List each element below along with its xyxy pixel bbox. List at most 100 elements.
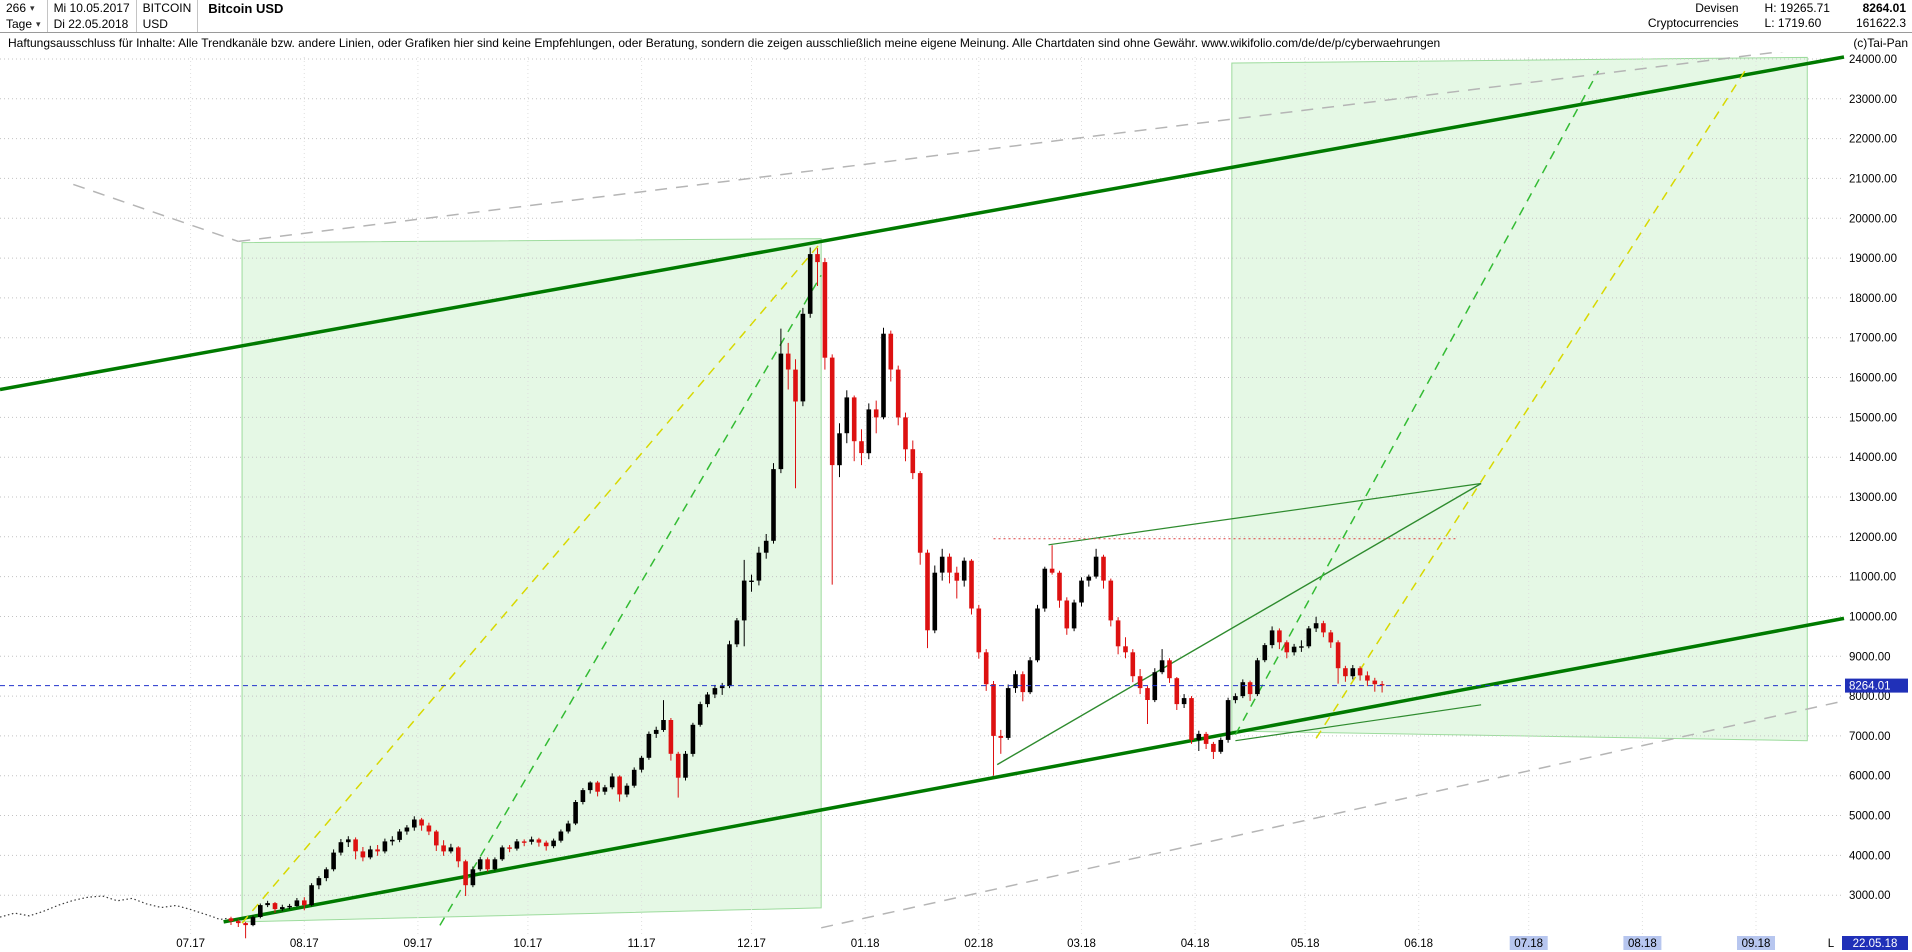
fan-line-yellow-1 xyxy=(241,241,822,924)
candle-body xyxy=(477,859,483,870)
bars-count-dropdown[interactable]: 266 ▾ xyxy=(0,0,47,16)
candle-body xyxy=(1343,668,1348,677)
x-axis-tick-label: 01.18 xyxy=(851,938,880,950)
pre-candle-dotted-line xyxy=(0,895,228,921)
category-line1: Devisen xyxy=(1695,1,1739,15)
candle-body xyxy=(390,839,395,842)
candle-body xyxy=(412,819,417,828)
candle-body xyxy=(1027,660,1033,693)
gray-dashed-upper xyxy=(238,52,1784,243)
candle-body xyxy=(1137,676,1143,689)
y-axis-tick-label: 22000.00 xyxy=(1849,134,1897,146)
candle-body xyxy=(346,839,351,843)
candle-body xyxy=(1189,698,1194,740)
candle-body xyxy=(1130,652,1136,677)
x-axis-tick-label: 07.18 xyxy=(1514,938,1543,950)
trend-lines xyxy=(0,52,1845,929)
candle-body xyxy=(727,644,732,687)
candle-body xyxy=(565,823,571,832)
bars-count-value: 266 xyxy=(6,1,27,15)
candle-body xyxy=(1211,743,1216,752)
period-dropdown[interactable]: Tage ▾ xyxy=(0,16,47,32)
y-axis-tick-label: 24000.00 xyxy=(1849,54,1897,66)
candle-body xyxy=(514,841,520,849)
candle-body xyxy=(456,847,461,862)
candle-body xyxy=(1042,568,1048,609)
y-axis-tick-label: 20000.00 xyxy=(1849,213,1897,225)
candle-body xyxy=(331,852,336,870)
y-axis-tick-label: 3000.00 xyxy=(1849,890,1891,902)
y-axis-tick-label: 13000.00 xyxy=(1849,492,1897,504)
candle-body xyxy=(807,254,813,314)
candle-body xyxy=(617,776,622,795)
scale-indicator-label: L xyxy=(1828,938,1835,950)
future-month-highlight xyxy=(1509,936,1548,950)
candle-body xyxy=(756,552,762,581)
candle-body xyxy=(844,397,850,434)
candle-body xyxy=(441,845,446,852)
x-axis-tick-label: 12.17 xyxy=(737,938,766,950)
candle-body xyxy=(983,652,989,685)
candle-body xyxy=(917,473,923,553)
chevron-down-icon: ▾ xyxy=(36,19,41,29)
candle-body xyxy=(969,560,974,609)
y-axis-tick-label: 23000.00 xyxy=(1849,94,1897,106)
candle-body xyxy=(829,357,835,466)
x-axis-tick-label: 08.18 xyxy=(1628,938,1657,950)
end-date: Di 22.05.2018 xyxy=(53,17,129,31)
y-axis-tick-label: 19000.00 xyxy=(1849,253,1897,265)
candle-body xyxy=(1299,646,1304,648)
candle-body xyxy=(236,921,241,924)
last-price-value: 8264.01 xyxy=(1862,1,1906,15)
candle-body xyxy=(309,885,314,906)
candle-body xyxy=(1020,674,1026,693)
candle-body xyxy=(771,469,776,541)
candle-body xyxy=(815,254,820,263)
candle-body xyxy=(360,851,366,858)
candle-body xyxy=(316,878,322,886)
candle-body xyxy=(463,861,468,886)
y-axis-tick-label: 9000.00 xyxy=(1849,651,1891,663)
candle-body xyxy=(653,729,659,734)
candle-body xyxy=(470,869,476,886)
category-line2: Cryptocurrencies xyxy=(1647,16,1739,30)
candle-body xyxy=(624,785,630,795)
candle-body xyxy=(434,831,439,846)
candle-body xyxy=(1079,580,1084,603)
candle-body xyxy=(595,782,600,792)
candle-body xyxy=(749,580,754,582)
candle-body xyxy=(419,819,424,826)
candle-body xyxy=(976,608,982,653)
candle-body xyxy=(712,688,718,695)
candle-body xyxy=(1328,632,1334,643)
candle-body xyxy=(822,262,828,358)
candle-body xyxy=(734,620,740,645)
candle-body xyxy=(1181,698,1187,705)
symbol-label: BITCOIN xyxy=(142,1,192,15)
candle-body xyxy=(1108,580,1114,621)
candle-body xyxy=(397,831,402,840)
y-axis-tick-label: 16000.00 xyxy=(1849,373,1897,385)
candle-body xyxy=(1247,682,1253,695)
price-axis-label: 8264.01 xyxy=(1849,681,1891,693)
candle-body xyxy=(353,839,358,852)
gridlines xyxy=(0,57,1844,935)
y-axis-tick-label: 21000.00 xyxy=(1849,173,1897,185)
candle-body xyxy=(1372,680,1378,685)
candle-body xyxy=(837,433,842,466)
candle-body xyxy=(939,556,945,573)
candle-body xyxy=(609,776,615,788)
candle-body xyxy=(485,859,490,870)
candle-body xyxy=(324,869,329,879)
candle-body xyxy=(1049,568,1055,573)
disclaimer-bar: Haftungsausschluss für Inhalte: Alle Tre… xyxy=(0,33,1912,52)
candle-body xyxy=(507,847,512,849)
candle-body xyxy=(719,686,725,689)
y-axis-tick-label: 8000.00 xyxy=(1849,691,1891,703)
candle-body xyxy=(705,694,710,705)
candle-body xyxy=(543,842,549,847)
x-axis-tick-label: 11.17 xyxy=(628,938,656,950)
x-axis-tick-label: 08.17 xyxy=(290,938,319,950)
candle-body xyxy=(925,552,930,631)
price-chart[interactable]: 24000.00 23000.00 22000.00 21000.00 20000.00… xyxy=(0,52,1912,952)
